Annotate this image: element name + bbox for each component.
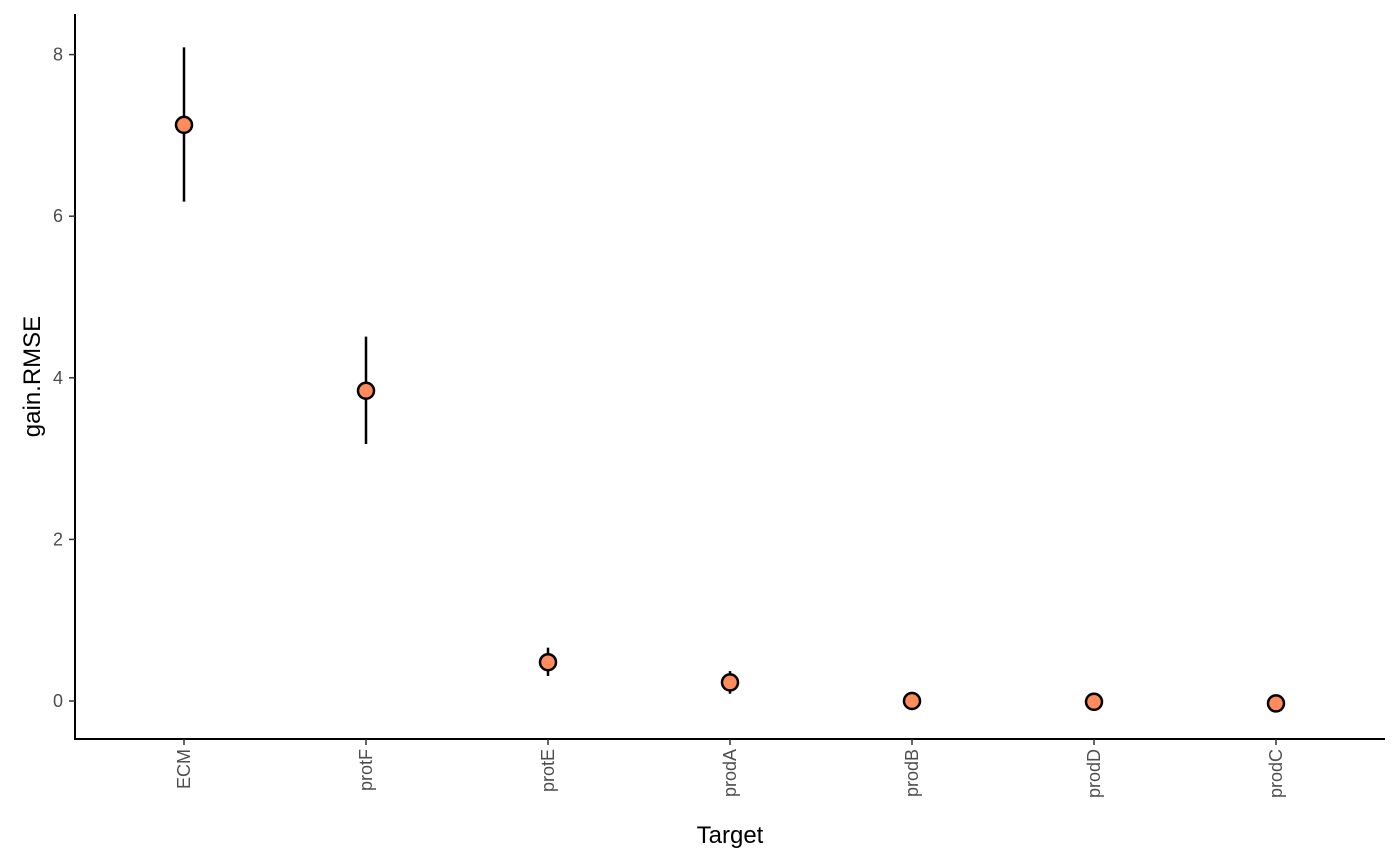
x-tick-label: prodB: [902, 749, 922, 797]
x-tick-label: protE: [538, 749, 558, 792]
y-tick-label: 4: [53, 368, 63, 388]
data-point: [720, 673, 740, 692]
y-axis-ticks: 0 2 4 6 8: [53, 45, 75, 711]
x-tick-label: ECM: [174, 749, 194, 789]
x-tick-label: prodD: [1084, 749, 1104, 798]
data-point: [356, 381, 376, 400]
data-point: [1266, 694, 1286, 713]
data-point: [902, 691, 922, 711]
data-point: [538, 652, 558, 672]
x-tick-label: prodC: [1266, 749, 1286, 798]
plot-area: [174, 47, 1286, 713]
x-axis-title: Target: [697, 822, 764, 849]
y-tick-label: 6: [53, 206, 63, 226]
data-point: [1084, 692, 1104, 712]
data-point: [174, 115, 194, 135]
y-axis-title: gain.RMSE: [19, 316, 46, 437]
y-tick-label: 0: [53, 691, 63, 711]
y-tick-label: 2: [53, 529, 63, 549]
y-tick-label: 8: [53, 45, 63, 65]
x-axis-ticks: ECM protF protE prodA prodB prodD prodC: [174, 739, 1286, 798]
x-tick-label: protF: [356, 749, 376, 791]
x-tick-label: prodA: [720, 749, 740, 797]
